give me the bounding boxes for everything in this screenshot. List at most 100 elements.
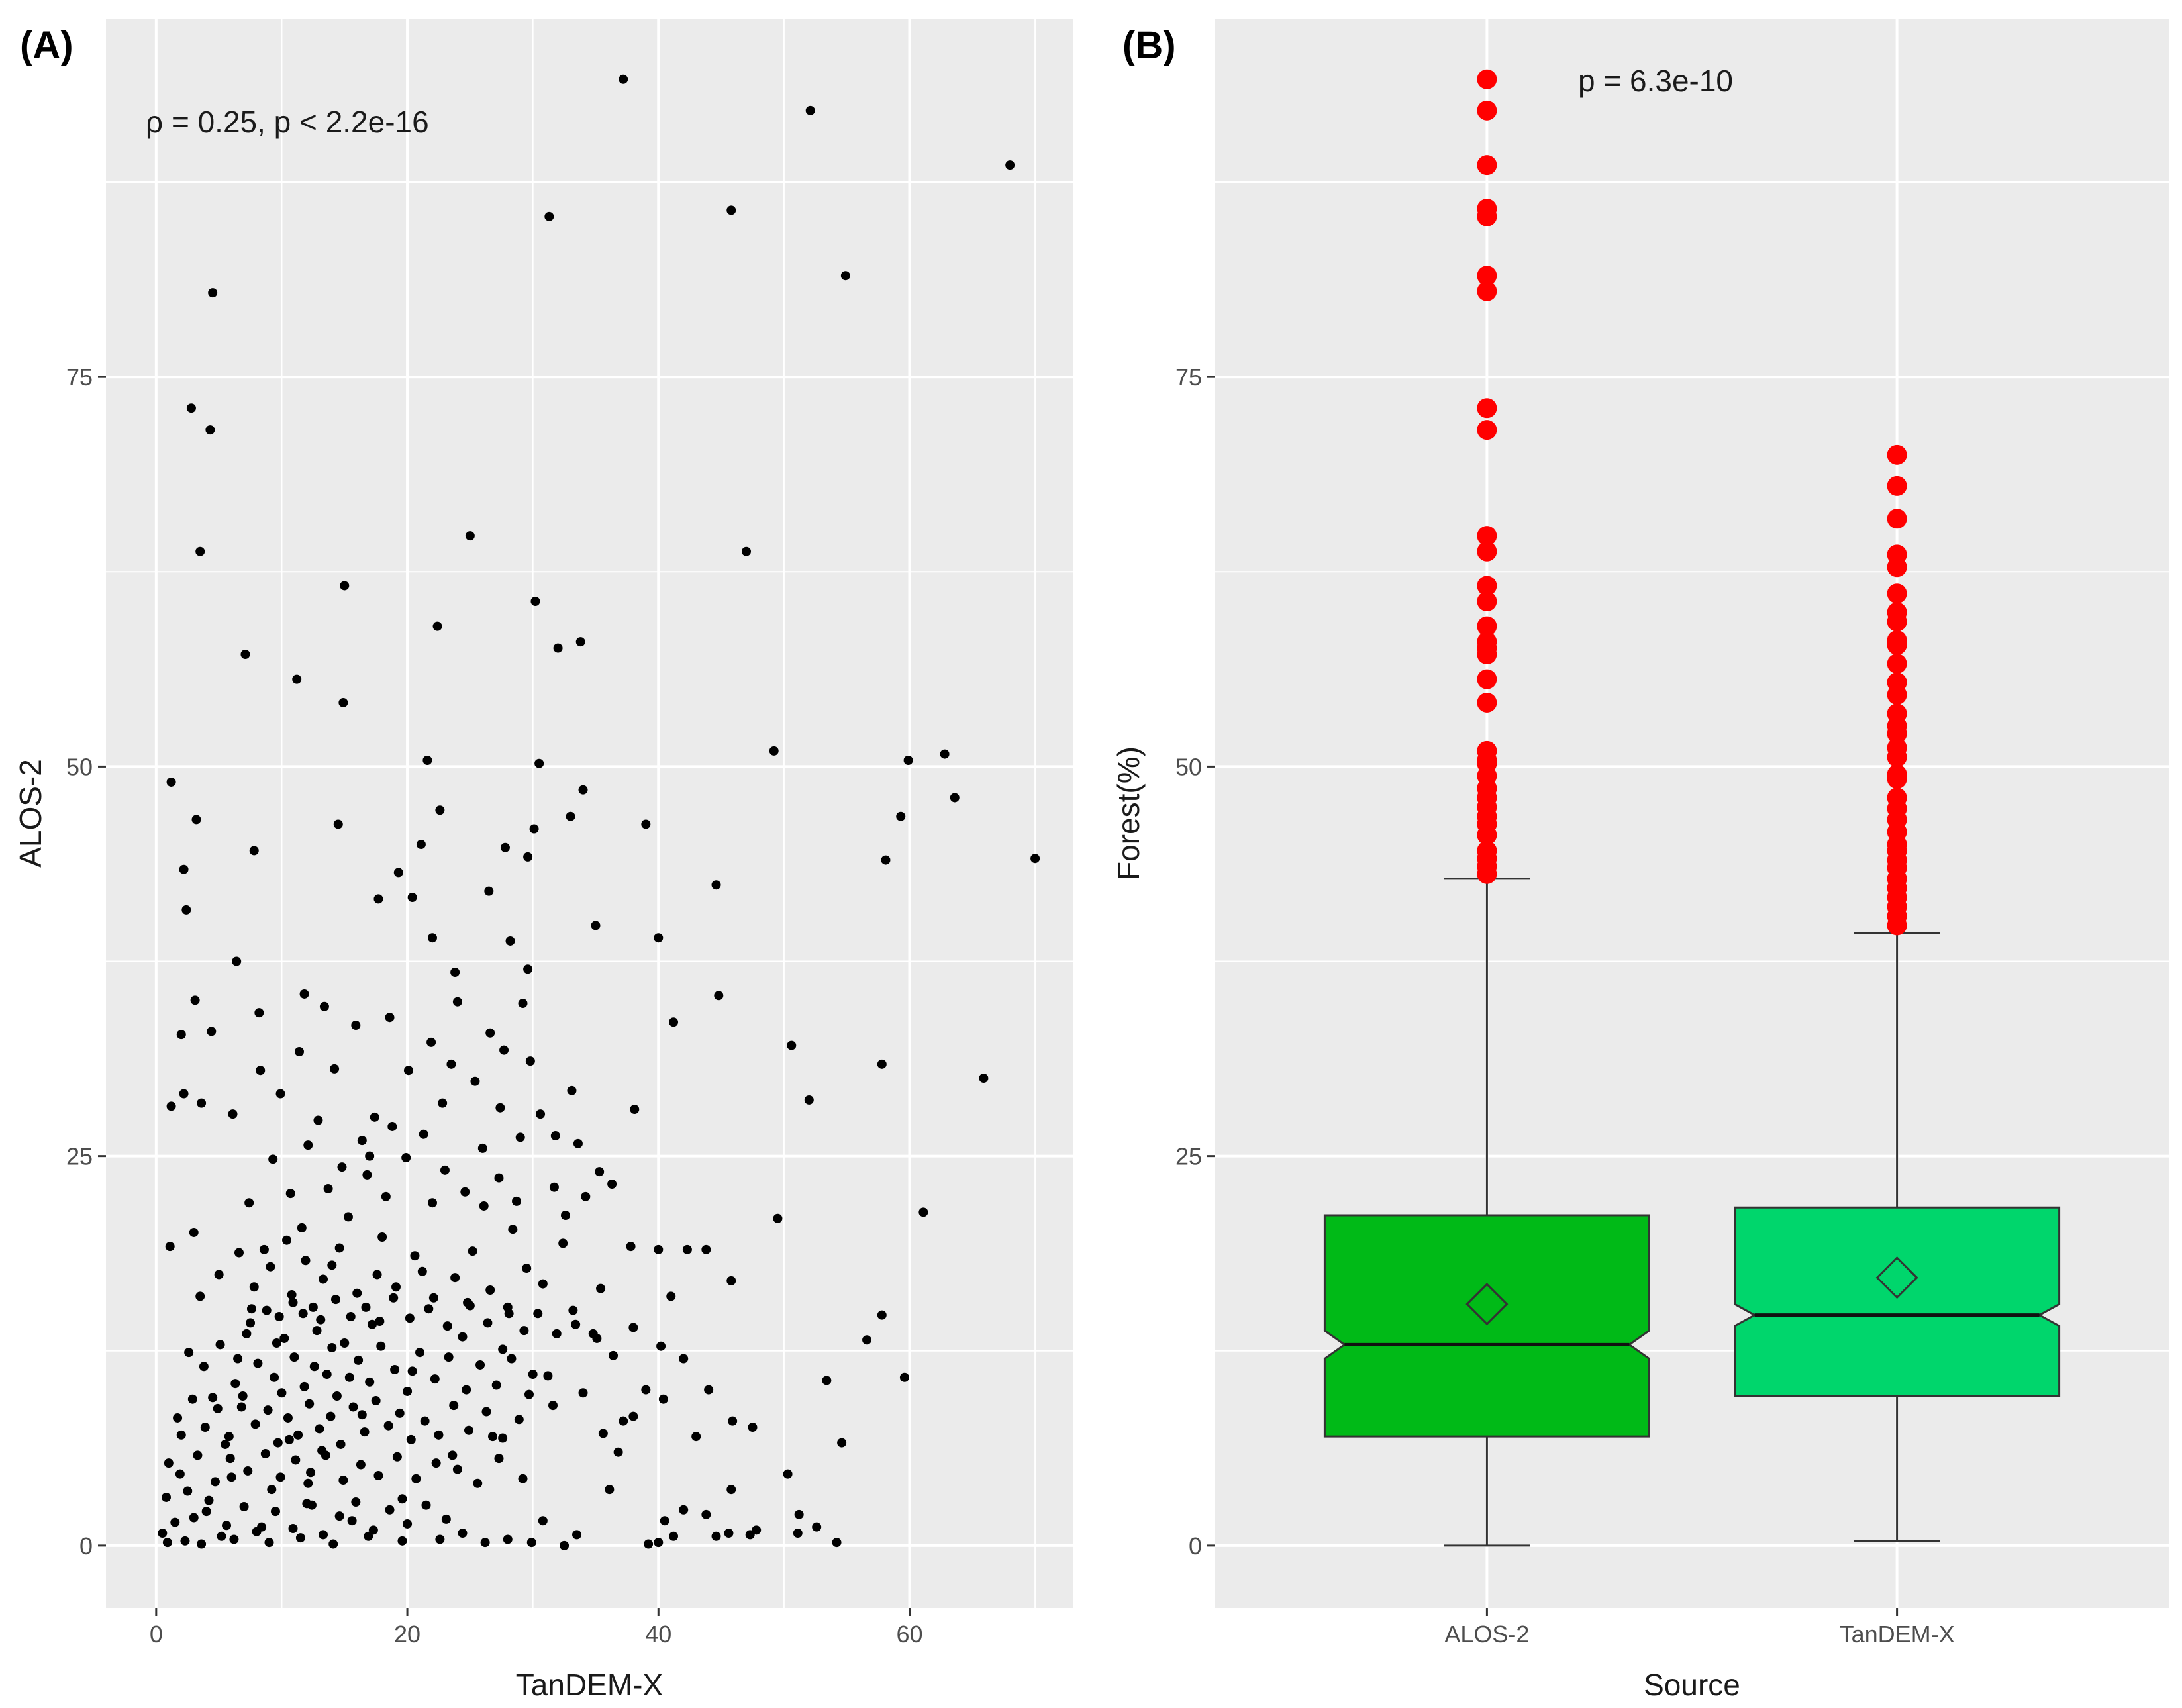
scatter-point — [195, 546, 205, 556]
scatter-point — [407, 893, 417, 903]
scatter-point — [213, 1403, 223, 1413]
scatter-point — [275, 1089, 285, 1099]
scatter-point — [666, 1291, 676, 1301]
scatter-point — [431, 1458, 441, 1468]
scatter-point — [488, 1432, 497, 1442]
panel-a-ticks: 0 20 40 60 0 25 50 75 — [66, 364, 923, 1648]
scatter-point — [415, 1348, 425, 1358]
scatter-point — [406, 1434, 416, 1444]
scatter-point — [595, 1167, 605, 1177]
scatter-point — [204, 1495, 214, 1505]
scatter-point — [259, 1244, 269, 1254]
scatter-point — [519, 1326, 529, 1336]
outlier-point — [1887, 583, 1907, 604]
scatter-point — [403, 1386, 413, 1396]
scatter-point — [184, 1348, 194, 1358]
scatter-point — [165, 1242, 175, 1252]
scatter-point — [164, 1458, 174, 1468]
scatter-point — [381, 1191, 391, 1201]
scatter-point — [297, 1223, 307, 1232]
scatter-point — [250, 1419, 260, 1429]
scatter-point — [573, 1138, 583, 1148]
scatter-point — [1030, 854, 1040, 864]
panel-a-x-axis-title: TanDEM-X — [516, 1668, 663, 1702]
scatter-point — [309, 1362, 319, 1372]
scatter-point — [473, 1478, 483, 1488]
scatter-point — [619, 74, 628, 84]
x-tick-label: TanDEM-X — [1840, 1621, 1955, 1648]
outlier-point — [1477, 616, 1497, 636]
scatter-point — [390, 1365, 400, 1374]
scatter-point — [232, 956, 242, 966]
scatter-point — [246, 1304, 256, 1314]
scatter-point — [391, 1282, 401, 1292]
scatter-point — [190, 995, 200, 1005]
outlier-point — [1887, 747, 1907, 768]
scatter-point — [726, 1276, 736, 1285]
scatter-point — [534, 758, 544, 768]
scatter-point — [166, 1101, 176, 1111]
scatter-point — [491, 1380, 501, 1390]
panel-b-pvalue-annotation: p = 6.3e-10 — [1578, 64, 1733, 98]
scatter-point — [411, 1474, 421, 1483]
scatter-point — [1005, 160, 1015, 170]
scatter-point — [805, 105, 815, 115]
scatter-point — [742, 546, 752, 556]
panel-a-correlation-annotation: ρ = 0.25, p < 2.2e-16 — [146, 105, 429, 139]
mean-marker — [1875, 1256, 1918, 1299]
scatter-point — [605, 1485, 615, 1495]
scatter-point — [494, 1454, 504, 1464]
scatter-point — [536, 1109, 546, 1119]
scatter-point — [714, 991, 724, 1001]
y-tick-label: 0 — [79, 1532, 93, 1560]
scatter-point — [306, 1468, 316, 1478]
panel-a-grid — [106, 19, 1073, 1608]
scatter-point — [244, 1198, 254, 1208]
scatter-point — [200, 1423, 210, 1432]
scatter-point — [514, 1415, 524, 1425]
scatter-point — [550, 1131, 560, 1141]
scatter-point — [230, 1379, 240, 1389]
scatter-point — [462, 1385, 471, 1395]
scatter-point — [301, 1256, 311, 1266]
outlier-point — [1477, 644, 1497, 664]
scatter-point — [262, 1305, 272, 1315]
scatter-point — [567, 1085, 577, 1095]
scatter-point — [464, 1425, 473, 1435]
scatter-point — [357, 1136, 367, 1146]
scatter-point — [207, 1027, 217, 1036]
outlier-point — [1887, 634, 1907, 655]
scatter-point — [319, 1001, 329, 1011]
scatter-point — [319, 1274, 328, 1284]
scatter-point — [224, 1432, 234, 1442]
scatter-point — [822, 1376, 832, 1385]
scatter-point — [340, 1338, 350, 1348]
y-tick-label: 0 — [1189, 1532, 1202, 1560]
scatter-point — [449, 1401, 459, 1411]
scatter-point — [538, 1516, 548, 1526]
scatter-point — [679, 1505, 689, 1515]
scatter-point — [356, 1460, 366, 1470]
scatter-point — [711, 1531, 721, 1541]
scatter-point — [465, 531, 475, 541]
scatter-point — [283, 1413, 293, 1423]
scatter-point — [422, 756, 432, 765]
scatter-point — [270, 1372, 279, 1382]
scatter-point — [288, 1297, 298, 1307]
outlier-point — [1887, 685, 1907, 705]
scatter-point — [249, 1282, 259, 1292]
scatter-point — [193, 1450, 203, 1460]
scatter-point — [530, 597, 540, 606]
scatter-point — [338, 1476, 348, 1485]
scatter-point — [403, 1519, 413, 1529]
scatter-point — [592, 1333, 602, 1343]
panel-b-x-axis-title: Source — [1644, 1668, 1740, 1702]
scatter-point — [427, 1198, 437, 1208]
scatter-point — [365, 1151, 375, 1161]
scatter-point — [630, 1105, 640, 1115]
scatter-point — [368, 1525, 378, 1535]
scatter-point — [485, 1028, 495, 1038]
scatter-point — [217, 1531, 226, 1541]
scatter-point — [407, 1366, 417, 1376]
